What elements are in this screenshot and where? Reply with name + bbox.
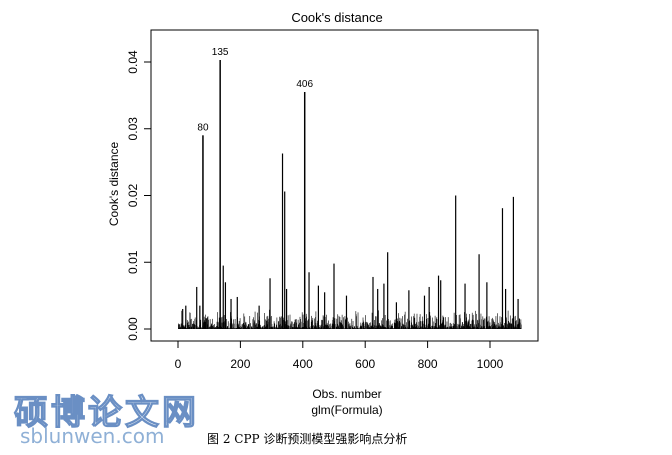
y-tick-label: 0.00 — [126, 317, 140, 341]
point-labels: 80 135 406 — [197, 47, 313, 133]
x-tick-label: 1000 — [477, 357, 504, 371]
x-tick-label: 200 — [230, 357, 250, 371]
x-tick-label: 0 — [175, 357, 182, 371]
x-axis: 0 200 400 600 800 1000 — [175, 341, 504, 371]
y-axis: 0.00 0.01 0.02 0.03 0.04 — [126, 50, 151, 341]
y-tick-label: 0.02 — [126, 183, 140, 207]
chart-title: Cook's distance — [291, 10, 382, 25]
figure-caption: 图 2 CPP 诊断预测模型强影响点分析 — [207, 430, 407, 447]
point-label-135: 135 — [212, 47, 229, 58]
point-label-406: 406 — [296, 79, 313, 90]
x-tick-label: 400 — [293, 357, 313, 371]
y-axis-label: Cook's distance — [107, 142, 121, 227]
y-tick-label: 0.01 — [126, 250, 140, 274]
x-tick-label: 600 — [355, 357, 375, 371]
x-tick-label: 800 — [418, 357, 438, 371]
watermark-url: sblunwen.com — [20, 424, 164, 448]
x-axis-sublabel: glm(Formula) — [311, 403, 382, 417]
spike-series — [178, 60, 521, 329]
x-axis-label: Obs. number — [312, 387, 381, 401]
point-label-80: 80 — [197, 122, 209, 133]
y-tick-label: 0.04 — [126, 50, 140, 74]
plot-frame — [151, 30, 538, 341]
y-tick-label: 0.03 — [126, 117, 140, 141]
